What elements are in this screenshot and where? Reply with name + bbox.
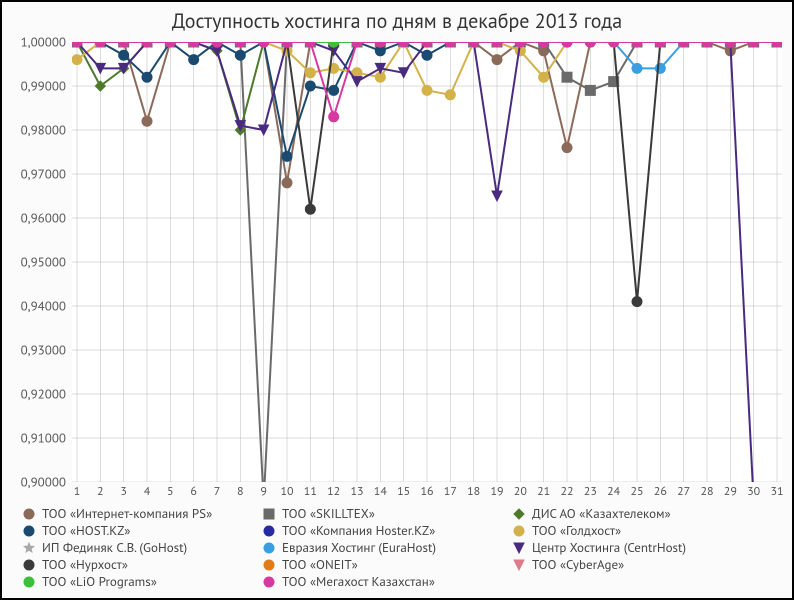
legend-item: ТОО «HOST.KZ» (22, 522, 262, 539)
legend-marker-icon (512, 507, 526, 521)
legend: ТОО «Интернет-компания PS» ТОО «SKILLTEX»… (22, 505, 782, 590)
legend-item: Евразия Хостинг (EuraHost) (262, 539, 512, 556)
legend-label: ТОО «ONEIT» (282, 556, 358, 573)
legend-label: ИП Фединяк С.В. (GoHost) (42, 539, 187, 556)
legend-item: ТОО «ONEIT» (262, 556, 512, 573)
y-tick-label: 0,98000 (21, 122, 66, 139)
x-tick-label: 10 (280, 484, 293, 499)
x-tick-label: 3 (120, 484, 127, 499)
y-tick-label: 0,93000 (21, 342, 66, 359)
legend-label: ТОО «HOST.KZ» (42, 522, 131, 539)
x-tick-label: 30 (747, 484, 760, 499)
y-tick-label: 0,99000 (21, 78, 66, 95)
legend-item: ТОО «CyberAge» (512, 556, 772, 573)
chart-title: Доступность хостинга по дням в декабре 2… (2, 8, 792, 34)
x-tick-label: 20 (514, 484, 527, 499)
y-tick-label: 0,94000 (21, 298, 66, 315)
x-tick-label: 28 (700, 484, 713, 499)
legend-label: ДИС АО «Казахтелеком» (532, 505, 671, 522)
x-tick-label: 8 (237, 484, 244, 499)
legend-marker-icon (22, 507, 36, 521)
x-tick-label: 29 (724, 484, 737, 499)
x-tick-label: 5 (167, 484, 174, 499)
x-tick-label: 17 (444, 484, 457, 499)
legend-item: ТОО «Мегахост Казахстан» (262, 573, 512, 590)
legend-item: ИП Фединяк С.В. (GoHost) (22, 539, 262, 556)
x-tick-label: 7 (214, 484, 221, 499)
legend-item: ТОО «SKILLTEX» (262, 505, 512, 522)
legend-marker-icon (262, 541, 276, 555)
legend-item: ТОО «Компания Hoster.KZ» (262, 522, 512, 539)
legend-marker-icon (22, 558, 36, 572)
x-axis: 1234567891011121314151617181920212223242… (72, 484, 782, 502)
legend-label: ТОО «CyberAge» (532, 556, 624, 573)
legend-item: ТОО «Нурхост» (22, 556, 262, 573)
legend-item: ТОО «Интернет-компания PS» (22, 505, 262, 522)
legend-label: ТОО «Голдхост» (532, 522, 621, 539)
y-axis: 0,900000,910000,920000,930000,940000,950… (2, 42, 70, 482)
legend-item: ТОО «Голдхост» (512, 522, 772, 539)
x-tick-label: 1 (74, 484, 81, 499)
legend-label: ТОО «LiO Programs» (42, 573, 157, 590)
y-tick-label: 0,97000 (21, 166, 66, 183)
legend-marker-icon (262, 507, 276, 521)
y-tick-label: 0,91000 (21, 430, 66, 447)
x-tick-label: 21 (537, 484, 550, 499)
x-tick-label: 12 (327, 484, 340, 499)
legend-marker-icon (262, 575, 276, 589)
legend-marker-icon (512, 524, 526, 538)
legend-label: ТОО «Мегахост Казахстан» (282, 573, 435, 590)
y-tick-label: 0,96000 (21, 210, 66, 227)
legend-marker-icon (22, 575, 36, 589)
legend-item: ДИС АО «Казахтелеком» (512, 505, 772, 522)
legend-marker-icon (262, 524, 276, 538)
x-tick-label: 2 (97, 484, 104, 499)
legend-label: ТОО «Компания Hoster.KZ» (282, 522, 435, 539)
legend-label: Евразия Хостинг (EuraHost) (282, 539, 436, 556)
y-tick-label: 1,00000 (21, 34, 66, 51)
y-tick-label: 0,90000 (21, 474, 66, 491)
legend-marker-icon (262, 558, 276, 572)
x-tick-label: 19 (490, 484, 503, 499)
x-tick-label: 15 (397, 484, 410, 499)
x-tick-label: 27 (677, 484, 690, 499)
legend-label: Центр Хостинга (CentrHost) (532, 539, 686, 556)
legend-label: ТОО «Нурхост» (42, 556, 128, 573)
legend-label: ТОО «Интернет-компания PS» (42, 505, 212, 522)
y-tick-label: 0,95000 (21, 254, 66, 271)
legend-marker-icon (512, 558, 526, 572)
x-tick-label: 18 (467, 484, 480, 499)
x-tick-label: 23 (584, 484, 597, 499)
x-tick-label: 26 (654, 484, 667, 499)
legend-marker-icon (512, 541, 526, 555)
x-tick-label: 25 (630, 484, 643, 499)
x-tick-label: 9 (260, 484, 267, 499)
x-tick-label: 14 (374, 484, 387, 499)
x-tick-label: 11 (304, 484, 317, 499)
x-tick-label: 16 (420, 484, 433, 499)
legend-item: ТОО «LiO Programs» (22, 573, 262, 590)
y-tick-label: 0,92000 (21, 386, 66, 403)
x-tick-label: 4 (144, 484, 151, 499)
legend-marker-icon (22, 524, 36, 538)
plot-area (72, 42, 782, 482)
x-tick-label: 13 (350, 484, 363, 499)
x-tick-label: 24 (607, 484, 620, 499)
x-tick-label: 22 (560, 484, 573, 499)
legend-item (512, 573, 772, 590)
legend-marker-icon (22, 541, 36, 555)
x-tick-label: 6 (190, 484, 197, 499)
x-tick-label: 31 (770, 484, 783, 499)
legend-label: ТОО «SKILLTEX» (282, 505, 375, 522)
legend-item: Центр Хостинга (CentrHost) (512, 539, 772, 556)
